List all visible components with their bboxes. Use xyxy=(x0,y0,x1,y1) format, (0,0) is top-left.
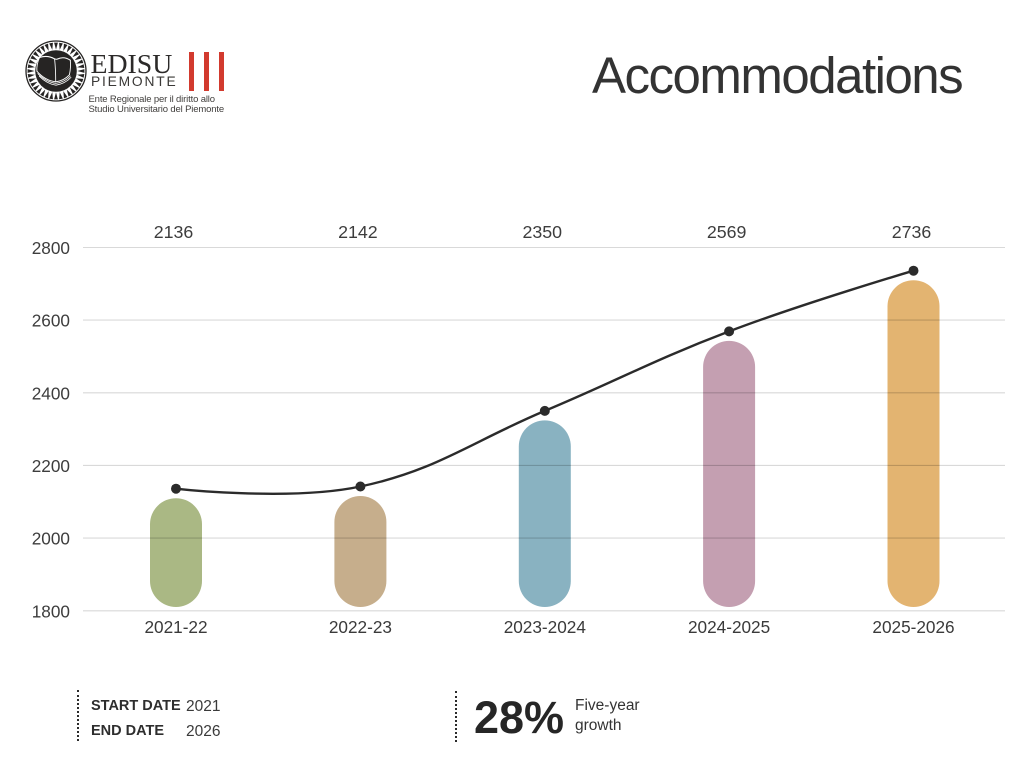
svg-text:2736: 2736 xyxy=(892,222,932,242)
svg-text:2000: 2000 xyxy=(32,529,70,549)
svg-text:2350: 2350 xyxy=(523,222,563,242)
svg-text:1800: 1800 xyxy=(32,601,70,621)
svg-text:2022-23: 2022-23 xyxy=(329,617,392,637)
svg-text:2400: 2400 xyxy=(32,383,70,403)
svg-text:2600: 2600 xyxy=(32,311,70,331)
svg-text:2136: 2136 xyxy=(154,222,194,242)
svg-text:2200: 2200 xyxy=(32,456,70,476)
svg-text:2569: 2569 xyxy=(707,222,747,242)
svg-text:2800: 2800 xyxy=(32,238,70,258)
svg-text:2024-2025: 2024-2025 xyxy=(688,617,770,637)
svg-text:2023-2024: 2023-2024 xyxy=(504,617,587,637)
svg-text:2021-22: 2021-22 xyxy=(144,617,207,637)
svg-text:2025-2026: 2025-2026 xyxy=(872,617,954,637)
svg-text:2142: 2142 xyxy=(338,222,378,242)
